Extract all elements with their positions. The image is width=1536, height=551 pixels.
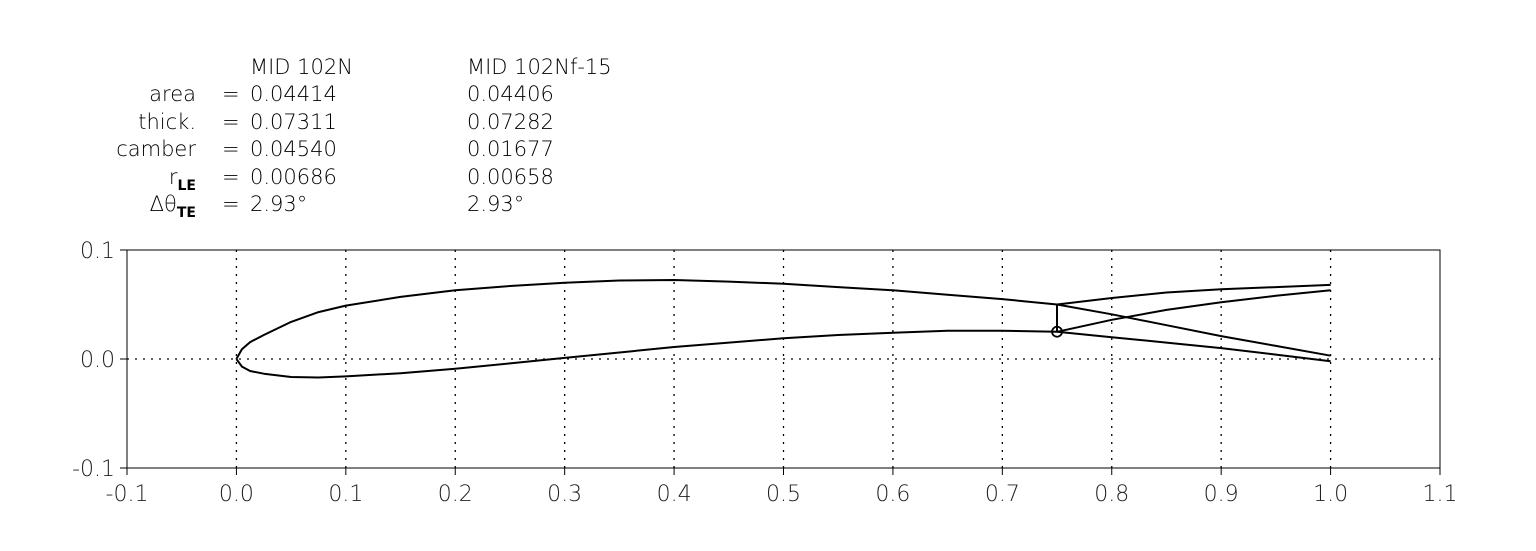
airfoil-upper — [235, 279, 1331, 360]
equals-sign: = — [222, 82, 240, 106]
x-tick-label: 0.8 — [1094, 482, 1129, 507]
param-label: rLE — [168, 164, 196, 194]
x-tick-label: 0.4 — [657, 482, 692, 507]
equals-sign: = — [222, 192, 240, 216]
param-value: 0.00658 — [467, 164, 554, 189]
param-value: 2.93° — [250, 192, 308, 216]
plot-frame — [126, 249, 1441, 469]
airfoil-flap-upper — [1056, 283, 1331, 306]
param-value: 0.00686 — [250, 164, 337, 189]
equals-sign: = — [222, 164, 240, 189]
x-tick-label: 1.1 — [1423, 482, 1458, 507]
x-tick-label: 1.0 — [1313, 482, 1348, 507]
x-tick-label: 0.9 — [1204, 482, 1239, 507]
param-value: 0.04540 — [250, 137, 337, 161]
y-tick-label: 0.0 — [80, 348, 115, 373]
param-value: 0.04406 — [467, 82, 554, 106]
x-tick-label: -0.1 — [106, 482, 149, 507]
param-label: area — [149, 82, 196, 106]
param-value: 0.07311 — [250, 109, 337, 134]
x-tick-label: 0.2 — [438, 482, 473, 507]
param-value: 0.01677 — [467, 137, 554, 161]
param-label: thick. — [138, 109, 196, 134]
param-value: 0.04414 — [250, 82, 337, 106]
param-label: camber — [116, 137, 196, 161]
y-tick-label: 0.1 — [80, 239, 115, 264]
airfoil-lower — [235, 329, 1331, 379]
equals-sign: = — [222, 137, 240, 161]
x-tick-label: 0.0 — [219, 482, 254, 507]
y-tick-label: -0.1 — [72, 457, 115, 482]
equals-sign: = — [222, 109, 240, 134]
x-tick-label: 0.1 — [328, 482, 363, 507]
column-header-original: MID 102N — [250, 55, 353, 79]
column-header-flapped: MID 102Nf-15 — [467, 55, 612, 79]
param-value: 2.93° — [467, 192, 525, 216]
x-tick-label: 0.3 — [547, 482, 582, 507]
airfoil-flap-lower — [1056, 289, 1331, 333]
param-label: ΔθTE — [149, 192, 196, 221]
x-tick-label: 0.6 — [875, 482, 910, 507]
x-tick-label: 0.7 — [985, 482, 1020, 507]
flap-hinge-marker — [1051, 325, 1063, 338]
param-value: 0.07282 — [467, 109, 554, 134]
x-tick-label: 0.5 — [766, 482, 801, 507]
